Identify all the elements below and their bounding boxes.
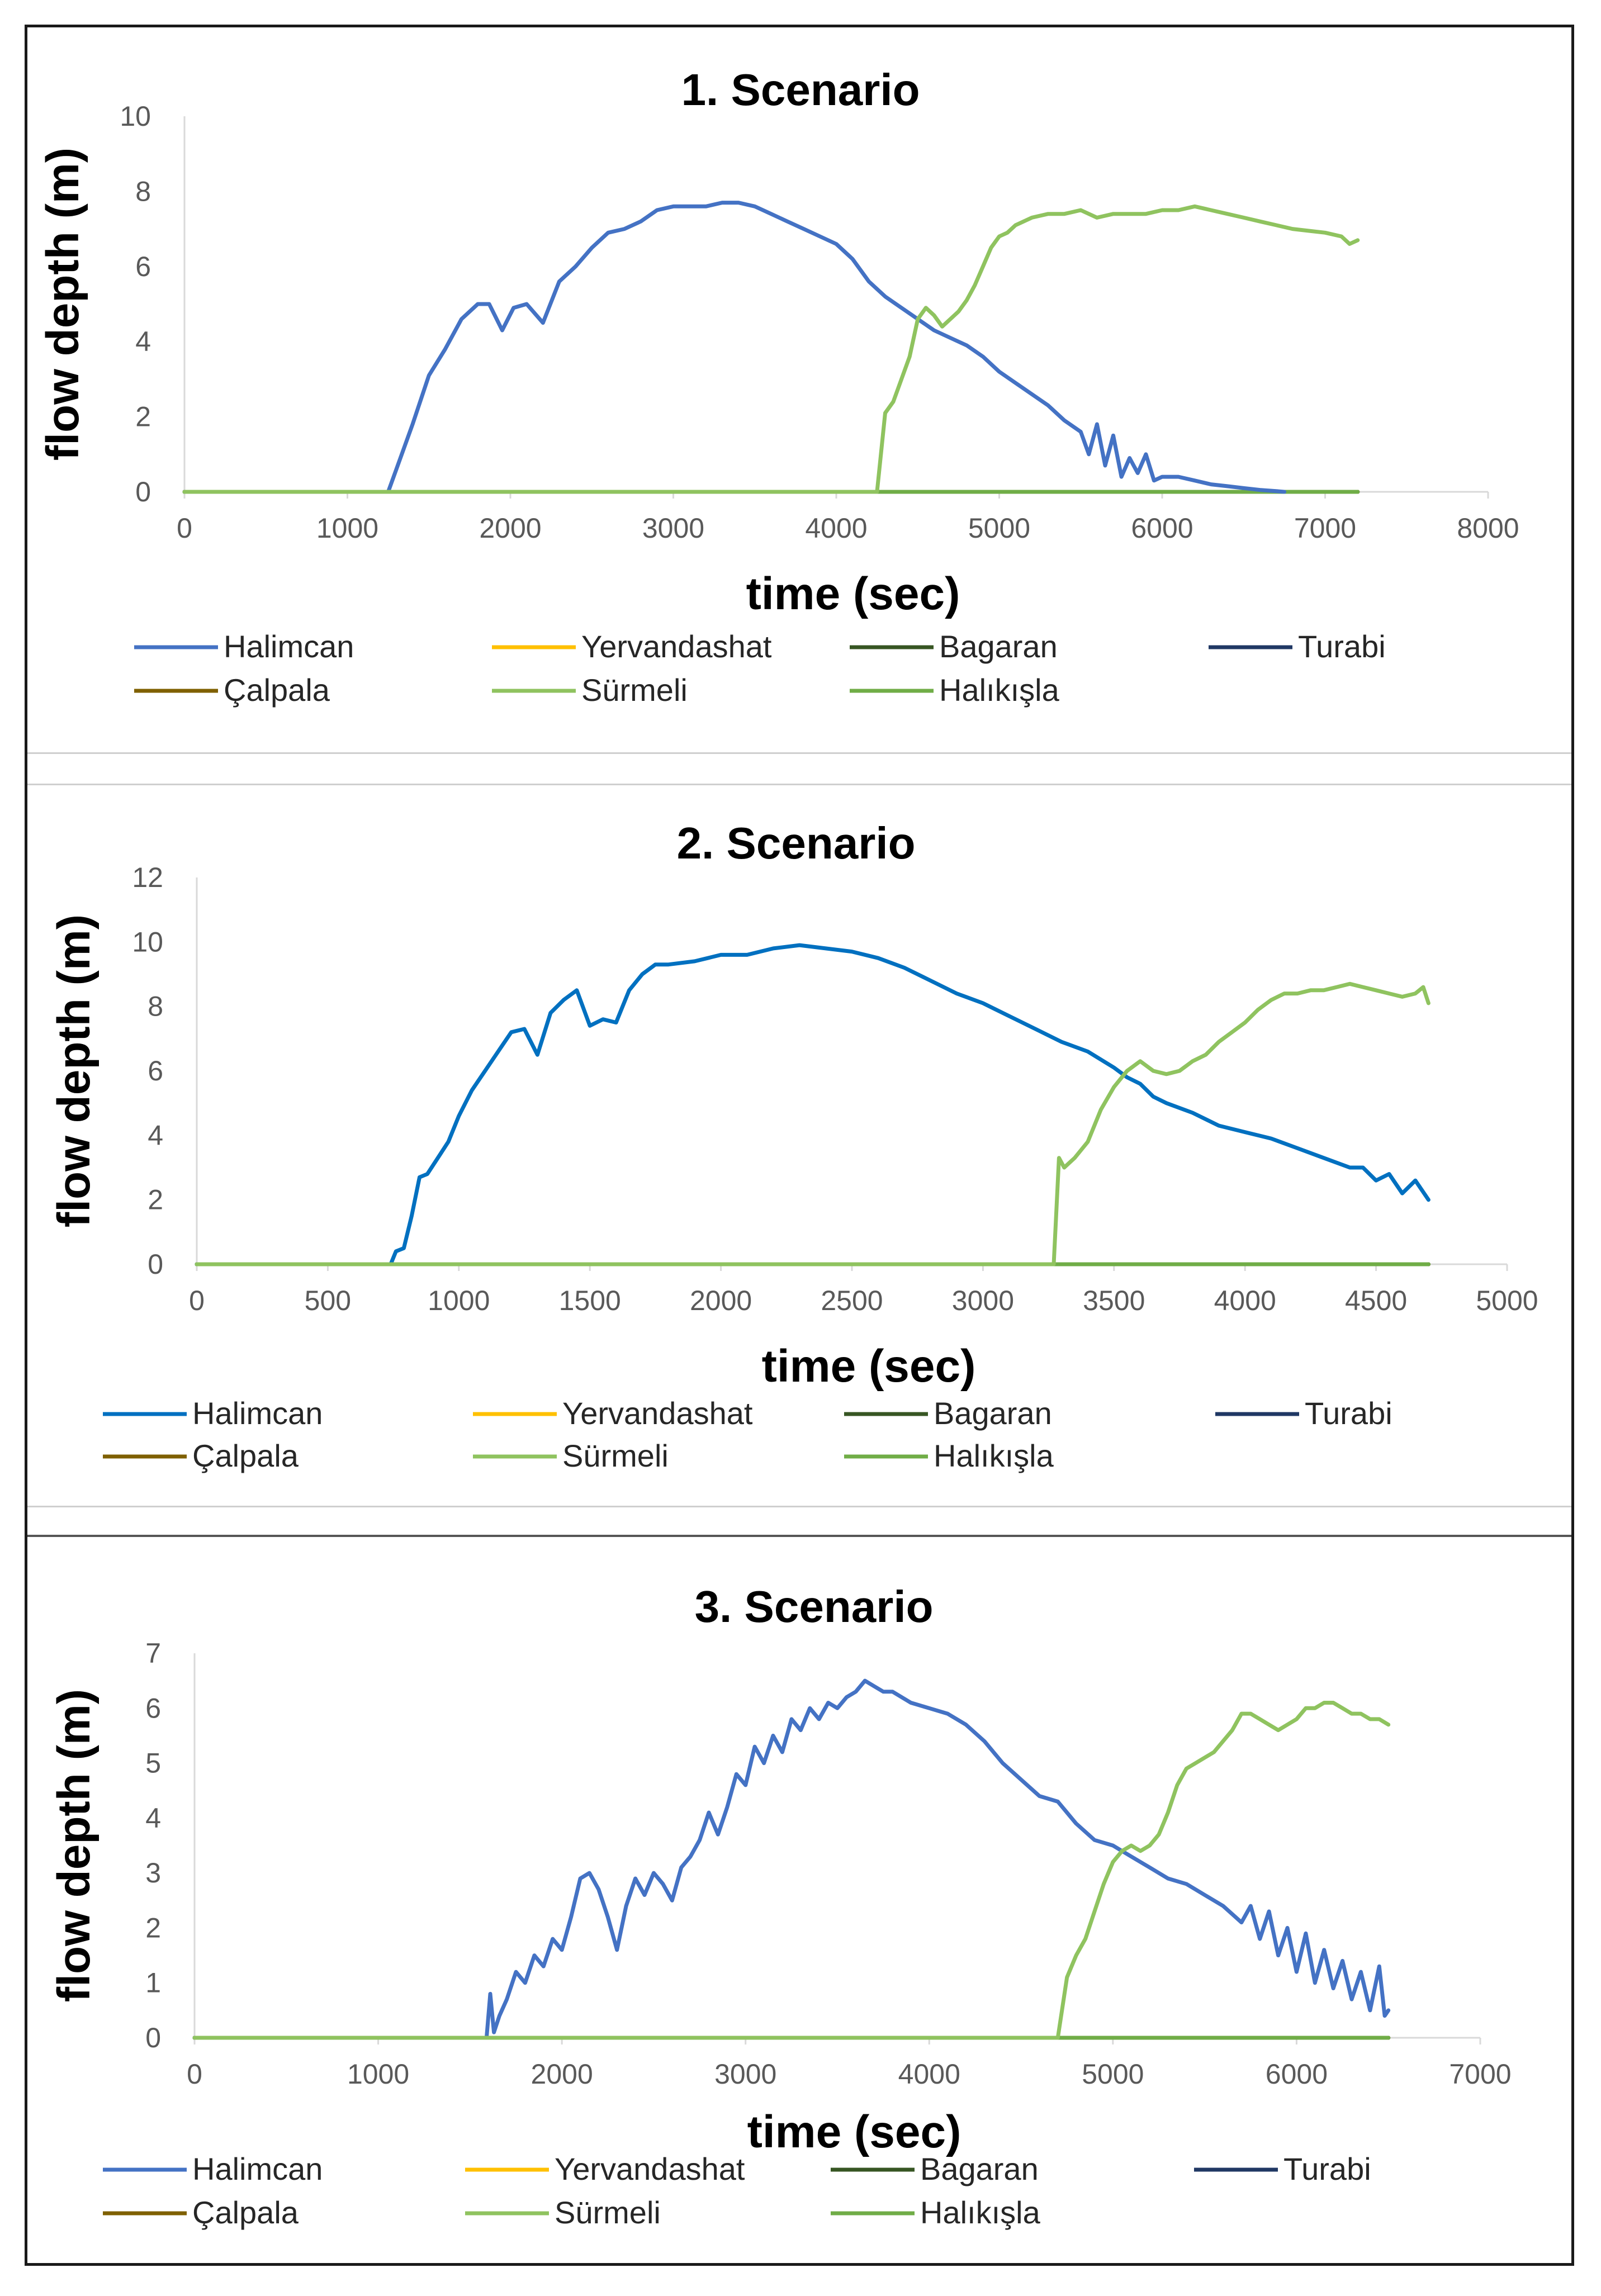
y-tick-label: 10 <box>132 926 163 957</box>
legend-label: Halimcan <box>224 629 354 664</box>
chart-title: 1. Scenario <box>681 65 920 115</box>
y-tick-label: 0 <box>135 476 151 507</box>
y-tick-label: 2 <box>148 1184 163 1216</box>
x-tick-label: 1000 <box>347 2058 409 2090</box>
legend-label: Halıkışla <box>939 672 1060 708</box>
legend-label: Bagaran <box>934 1396 1052 1431</box>
y-tick-label: 2 <box>145 1912 161 1943</box>
chart-title: 3. Scenario <box>695 1582 934 1631</box>
legend-label: Sürmeli <box>562 1438 669 1473</box>
legend-label: Halıkışla <box>920 2195 1041 2230</box>
x-tick-label: 0 <box>189 1285 205 1316</box>
legend: Halimcan Yervandashat Bagaran Turabi Çalpala… <box>103 2151 1371 2230</box>
legend-label: Halimcan <box>192 1396 323 1431</box>
x-tick-label: 6000 <box>1131 513 1193 544</box>
y-tick-label: 10 <box>120 101 151 132</box>
legend-label: Bagaran <box>939 629 1058 664</box>
y-tick-label: 6 <box>145 1692 161 1724</box>
y-tick-label: 6 <box>148 1055 163 1087</box>
x-tick-label: 3000 <box>642 513 704 544</box>
panel-separator-4 <box>27 1535 1571 1537</box>
y-tick-label: 8 <box>148 991 163 1022</box>
x-tick-label: 4000 <box>898 2058 960 2090</box>
legend-label: Yervandashat <box>562 1396 753 1431</box>
chart-2: 2. Scenario 0 2 4 6 8 10 12 0 500 1000 1500 2000 2500… <box>49 818 1538 1473</box>
legend-label: Halimcan <box>192 2151 323 2186</box>
x-tick-label: 3500 <box>1083 1285 1145 1316</box>
legend: Halimcan Yervandashat Bagaran Turabi Çalpala… <box>103 1396 1392 1473</box>
chart-3: 3. Scenario 0 1 2 3 4 5 6 7 0 1000 2000 3000 4000 5000… <box>49 1582 1512 2230</box>
y-tick-label: 3 <box>145 1857 161 1889</box>
x-tick-label: 7000 <box>1449 2058 1511 2090</box>
legend-label: Yervandashat <box>581 629 772 664</box>
x-tick-label: 500 <box>305 1285 351 1316</box>
legend-label: Sürmeli <box>581 672 688 708</box>
legend-label: Bagaran <box>920 2151 1039 2186</box>
panel-separator-3 <box>27 1506 1571 1507</box>
y-tick-label: 0 <box>145 2022 161 2053</box>
y-axis-label: flow depth (m) <box>37 148 88 461</box>
x-tick-label: 2500 <box>821 1285 883 1316</box>
panel-separator-1 <box>27 752 1571 754</box>
x-tick-label: 0 <box>177 513 192 544</box>
legend-label: Halıkışla <box>934 1438 1054 1473</box>
series-line-halimcan <box>195 943 1431 1266</box>
y-tick-label: 8 <box>135 175 151 207</box>
x-tick-label: 5000 <box>1082 2058 1144 2090</box>
legend-label: Turabi <box>1305 1396 1392 1431</box>
legend-label: Çalpala <box>224 672 330 708</box>
chart-title: 2. Scenario <box>677 818 916 868</box>
x-tick-label: 5000 <box>1476 1285 1538 1316</box>
series-line-sürmeli <box>195 981 1431 1266</box>
y-tick-label: 2 <box>135 401 151 433</box>
y-tick-label: 0 <box>148 1249 163 1280</box>
x-axis-label: time (sec) <box>747 2107 961 2157</box>
legend-label: Turabi <box>1283 2151 1371 2186</box>
x-tick-label: 5000 <box>968 513 1030 544</box>
x-tick-label: 1500 <box>559 1285 621 1316</box>
series-line-halimcan <box>192 1678 1391 2040</box>
legend-label: Çalpala <box>192 2195 299 2230</box>
y-tick-label: 12 <box>132 862 163 893</box>
legend-label: Çalpala <box>192 1438 299 1473</box>
y-tick-label: 4 <box>145 1802 161 1834</box>
y-tick-label: 7 <box>145 1638 161 1669</box>
legend-label: Sürmeli <box>555 2195 661 2230</box>
x-tick-label: 3000 <box>714 2058 776 2090</box>
x-tick-label: 7000 <box>1294 513 1356 544</box>
y-tick-label: 4 <box>148 1119 163 1151</box>
x-tick-label: 3000 <box>952 1285 1014 1316</box>
series-line-halimcan <box>182 201 1287 494</box>
chart-1: 1. Scenario 0 2 4 6 8 10 0 1000 2000 3000 4000 5000 6… <box>37 65 1519 708</box>
y-axis-label: flow depth (m) <box>49 1689 100 2002</box>
y-tick-label: 5 <box>145 1748 161 1779</box>
x-tick-label: 2000 <box>479 513 541 544</box>
legend-label: Turabi <box>1298 629 1386 664</box>
x-tick-label: 2000 <box>690 1285 752 1316</box>
x-tick-label: 4000 <box>805 513 867 544</box>
x-tick-label: 6000 <box>1266 2058 1328 2090</box>
legend: Halimcan Yervandashat Bagaran Turabi Çalpala… <box>134 629 1386 708</box>
panel-separator-2 <box>27 784 1571 785</box>
x-tick-label: 8000 <box>1457 513 1519 544</box>
legend-label: Yervandashat <box>555 2151 745 2186</box>
y-tick-label: 6 <box>135 251 151 282</box>
x-tick-label: 1000 <box>316 513 378 544</box>
x-tick-label: 2000 <box>531 2058 593 2090</box>
y-axis-label: flow depth (m) <box>49 914 100 1227</box>
figure-frame <box>25 25 1574 2266</box>
x-axis-label: time (sec) <box>746 568 960 619</box>
x-tick-label: 1000 <box>428 1285 490 1316</box>
x-axis-label: time (sec) <box>762 1341 976 1392</box>
x-tick-label: 4000 <box>1214 1285 1276 1316</box>
x-tick-label: 0 <box>187 2058 202 2090</box>
y-tick-label: 1 <box>145 1967 161 1999</box>
series-line-sürmeli <box>192 1701 1391 2040</box>
series-line-sürmeli <box>182 204 1360 494</box>
y-tick-label: 4 <box>135 326 151 357</box>
x-tick-label: 4500 <box>1345 1285 1407 1316</box>
